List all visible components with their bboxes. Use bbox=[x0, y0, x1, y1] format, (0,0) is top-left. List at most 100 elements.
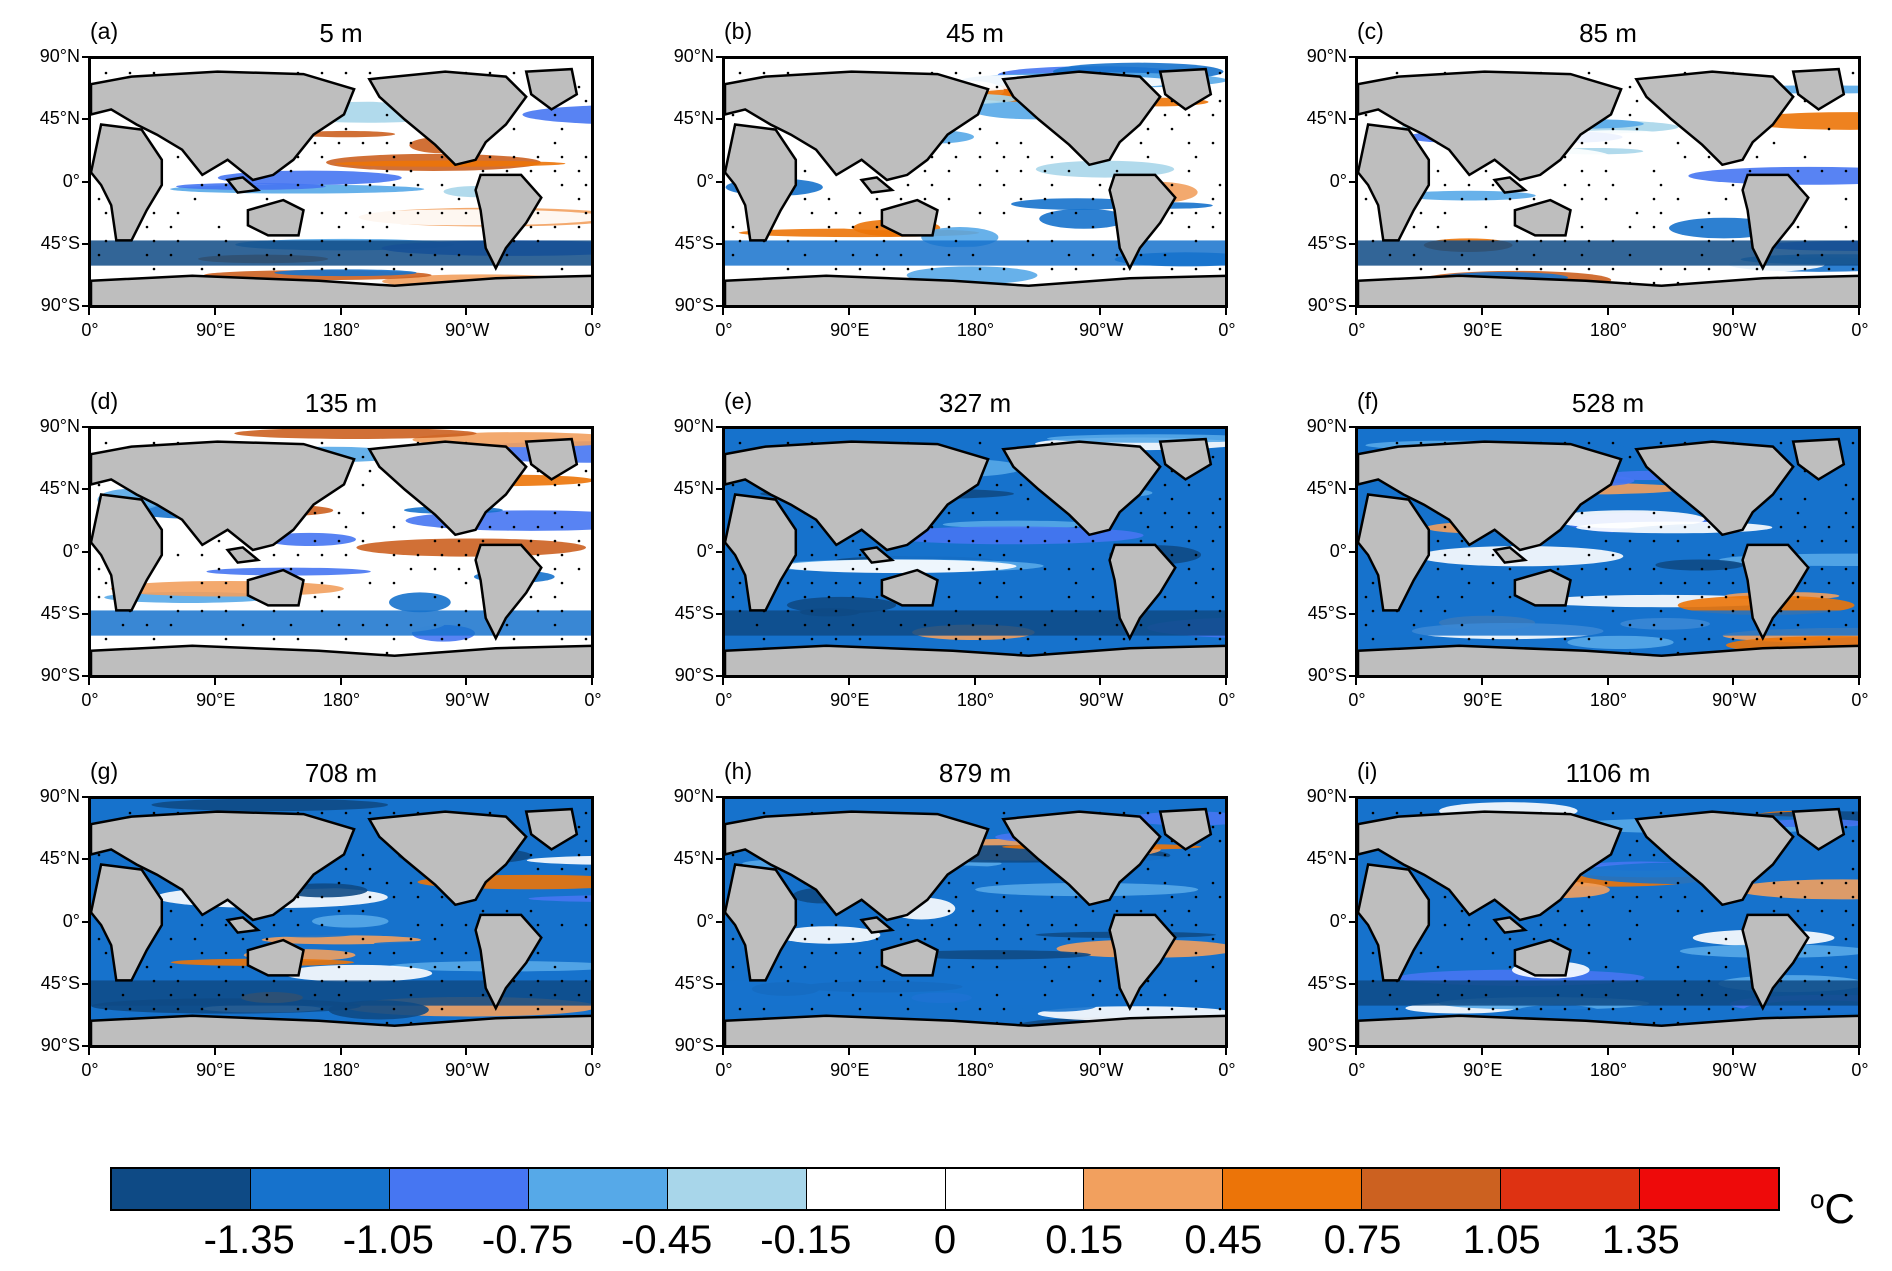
x-tick-label: 180° bbox=[956, 320, 995, 340]
y-tick-mark bbox=[716, 1045, 722, 1047]
x-tick-label: 0° bbox=[715, 1060, 733, 1080]
land-mass bbox=[1513, 938, 1572, 977]
x-tick-label: 0° bbox=[1348, 1060, 1366, 1080]
y-tick-label: 45°N bbox=[39, 478, 80, 499]
y-tick-mark bbox=[82, 1045, 88, 1047]
x-tick-label: 180° bbox=[1589, 320, 1628, 340]
x-tick-label: 180° bbox=[1589, 1060, 1628, 1080]
x-tick-mark bbox=[1480, 308, 1483, 315]
y-tick-mark bbox=[82, 118, 88, 121]
y-tick-mark bbox=[1349, 1045, 1355, 1047]
colorbar-segment bbox=[112, 1169, 251, 1209]
anomaly-patch bbox=[331, 209, 591, 226]
colorbar-segment bbox=[528, 1169, 668, 1209]
colorbar-segment bbox=[667, 1169, 807, 1209]
colorbar-label: 0 bbox=[933, 1218, 957, 1262]
colorbar-segment bbox=[1362, 1169, 1502, 1209]
land-mass bbox=[1634, 70, 1795, 167]
x-tick-mark bbox=[1099, 678, 1102, 685]
y-tick-label: 45°N bbox=[1306, 478, 1347, 499]
y-tick-mark bbox=[716, 612, 722, 615]
x-tick-mark bbox=[1355, 308, 1357, 315]
panel-title: 327 m bbox=[938, 388, 1012, 418]
x-tick-label: 0° bbox=[715, 690, 733, 710]
anomaly-patch bbox=[234, 429, 477, 439]
colorbar-label: 0.45 bbox=[1184, 1218, 1263, 1262]
y-tick-mark bbox=[82, 180, 88, 183]
land-mass bbox=[1108, 173, 1177, 271]
y-tick-mark bbox=[716, 920, 722, 923]
colorbar bbox=[110, 1167, 1780, 1211]
anomaly-patch bbox=[522, 105, 591, 124]
y-tick-mark bbox=[716, 550, 722, 553]
y-tick-label: 0° bbox=[1329, 910, 1347, 931]
x-tick-label: 90°W bbox=[1712, 690, 1757, 710]
map-area bbox=[1355, 56, 1861, 308]
land-mass bbox=[1492, 176, 1529, 194]
map-area bbox=[88, 796, 594, 1048]
x-tick-label: 90°E bbox=[196, 320, 236, 340]
y-tick-mark bbox=[716, 56, 722, 58]
y-tick-mark bbox=[716, 982, 722, 985]
anomaly-patch bbox=[282, 964, 433, 982]
land-mass bbox=[1001, 440, 1162, 537]
x-tick-label: 0° bbox=[584, 320, 602, 340]
x-tick-mark bbox=[722, 1048, 724, 1055]
land-mass bbox=[725, 644, 1225, 675]
land-mass bbox=[474, 543, 543, 641]
southern-ocean-band bbox=[91, 610, 591, 636]
y-tick-label: 90°S bbox=[40, 1035, 80, 1055]
anomaly-patch bbox=[1655, 559, 1744, 571]
x-tick-label: 90°W bbox=[1079, 690, 1124, 710]
land-mass bbox=[1358, 1014, 1858, 1045]
x-tick-mark bbox=[213, 678, 216, 685]
x-tick-label: 180° bbox=[956, 690, 995, 710]
panel-title: 708 m bbox=[304, 758, 378, 788]
y-tick-label: 45°N bbox=[673, 108, 714, 129]
panel-label: (c) bbox=[1357, 18, 1384, 44]
panel-title: 5 m bbox=[319, 18, 363, 48]
anomaly-patch bbox=[335, 160, 566, 167]
y-tick-label: 45°S bbox=[674, 972, 714, 993]
y-tick-label: 45°S bbox=[674, 602, 714, 623]
map-panel: (h) 879 m 90°N 45°N 0° 45°S 90°S 0° 90°E 180° 90°W… bbox=[674, 758, 1282, 1088]
land-mass bbox=[725, 1014, 1225, 1045]
southern-ocean-band bbox=[725, 240, 1225, 266]
y-tick-label: 45°S bbox=[40, 972, 80, 993]
map-panel: (a) 5 m 90°N 45°N 0° 45°S 90°S 0° 90°E 180° 90°W 0° bbox=[40, 18, 648, 348]
land-mass bbox=[725, 70, 990, 182]
x-tick-mark bbox=[1099, 1048, 1102, 1055]
x-tick-label: 90°W bbox=[445, 320, 490, 340]
y-tick-mark bbox=[82, 56, 88, 58]
land-mass bbox=[91, 644, 591, 675]
y-tick-mark bbox=[82, 675, 88, 677]
y-tick-mark bbox=[1349, 56, 1355, 58]
y-tick-mark bbox=[716, 488, 722, 491]
y-tick-mark bbox=[1349, 675, 1355, 677]
map-area bbox=[88, 426, 594, 678]
map-panel: (c) 85 m 90°N 45°N 0° 45°S 90°S 0° 90°E 180° 90°W 0… bbox=[1307, 18, 1892, 348]
panel-label: (b) bbox=[724, 18, 753, 44]
x-tick-label: 0° bbox=[584, 690, 602, 710]
land-mass bbox=[91, 70, 356, 182]
y-tick-mark bbox=[1349, 180, 1355, 183]
land-mass bbox=[1108, 543, 1177, 641]
land-mass bbox=[725, 440, 990, 552]
x-tick-mark bbox=[465, 1048, 468, 1055]
x-tick-mark bbox=[1732, 308, 1735, 315]
x-tick-mark bbox=[973, 678, 976, 685]
x-tick-mark bbox=[973, 308, 976, 315]
y-tick-mark bbox=[82, 426, 88, 428]
y-tick-label: 45°S bbox=[1307, 232, 1347, 253]
colorbar-label: -1.35 bbox=[203, 1218, 295, 1262]
land-mass bbox=[1741, 173, 1810, 271]
map-panel: (d) 135 m 90°N 45°N 0° 45°S 90°S 0° 90°E 180° 90°W… bbox=[40, 388, 648, 718]
y-tick-mark bbox=[1349, 920, 1355, 923]
colorbar-segment bbox=[250, 1169, 390, 1209]
land-mass bbox=[725, 863, 798, 982]
y-tick-label: 90°S bbox=[674, 1035, 714, 1055]
x-tick-mark bbox=[1732, 1048, 1735, 1055]
y-tick-mark bbox=[1349, 858, 1355, 861]
land-mass bbox=[880, 198, 939, 237]
x-tick-label: 0° bbox=[81, 690, 99, 710]
